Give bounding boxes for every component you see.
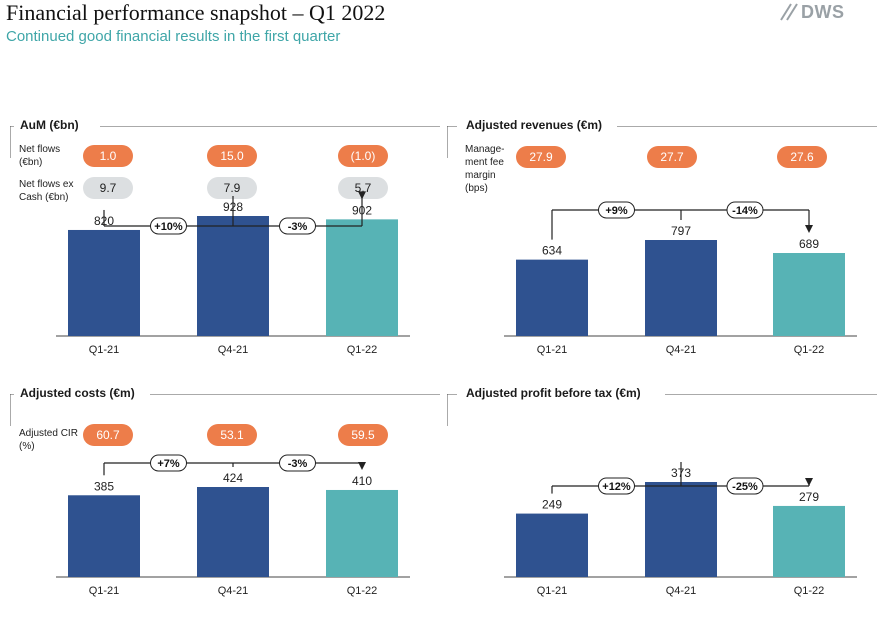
bar-value-label: 634 xyxy=(542,244,562,258)
revenues-panel: Adjusted revenues (€m) Manage-ment fee m… xyxy=(447,118,877,356)
net-flows-pill: (1.0) xyxy=(338,145,388,167)
change-label: +12% xyxy=(602,481,631,493)
net-flows-pill: 1.0 xyxy=(83,145,133,167)
bar xyxy=(326,489,398,577)
cir-pill: 60.7 xyxy=(83,424,133,446)
panel-title: Adjusted profit before tax (€m) xyxy=(460,386,647,400)
change-label: -25% xyxy=(732,481,758,493)
bar xyxy=(197,487,269,577)
net-flows-label: Net flows (€bn) xyxy=(19,144,61,168)
dws-logo: DWS xyxy=(777,2,867,24)
bar-value-label: 385 xyxy=(94,479,114,493)
bar xyxy=(773,253,845,336)
bar xyxy=(773,505,845,577)
change-badge xyxy=(279,217,316,235)
x-tick-label: Q1-22 xyxy=(347,585,378,597)
panel-title: AuM (€bn) xyxy=(14,118,85,132)
bar xyxy=(645,240,717,336)
bar xyxy=(197,216,269,336)
bar-value-label: 410 xyxy=(352,474,372,488)
page-title: Financial performance snapshot – Q1 2022 xyxy=(6,0,386,25)
x-tick-label: Q4-21 xyxy=(218,585,249,597)
logo-text: DWS xyxy=(801,2,845,22)
panel-title: Adjusted costs (€m) xyxy=(14,386,141,400)
margin-pill: 27.9 xyxy=(516,146,566,168)
margin-label: Manage-ment fee margin (bps) xyxy=(465,144,505,194)
x-tick-label: Q4-21 xyxy=(666,585,697,597)
change-badge xyxy=(726,201,764,219)
bar xyxy=(326,219,398,336)
logo-slash-icon xyxy=(780,3,798,21)
cir-pill: 59.5 xyxy=(338,424,388,446)
bar xyxy=(516,259,588,336)
change-badge xyxy=(150,454,187,472)
x-tick-label: Q4-21 xyxy=(218,344,249,356)
change-label: -3% xyxy=(288,458,308,470)
arrow-icon xyxy=(805,477,813,486)
aum-panel: AuM (€bn) Net flows (€bn) Net flows ex C… xyxy=(10,118,440,356)
arrow-icon xyxy=(805,225,813,234)
margin-pill: 27.7 xyxy=(647,146,697,168)
bar xyxy=(645,482,717,577)
page-subtitle: Continued good financial results in the … xyxy=(6,28,341,45)
x-tick-label: Q1-21 xyxy=(89,585,120,597)
net-flows-ex-cash-label: Net flows ex Cash (€bn) xyxy=(19,179,74,203)
change-badge xyxy=(150,217,187,235)
arrow-icon xyxy=(358,461,366,470)
bar xyxy=(68,495,140,577)
x-tick-label: Q1-22 xyxy=(347,344,378,356)
change-label: -14% xyxy=(732,205,758,217)
revenues-chart: 634 Q1-21 797 Q4-21 689 Q1-22 +9% -14% xyxy=(504,201,857,356)
x-tick-label: Q1-21 xyxy=(89,344,120,356)
bar xyxy=(68,229,140,336)
change-label: +10% xyxy=(154,221,183,233)
bar xyxy=(516,513,588,577)
net-flows-ex-cash-pill: 9.7 xyxy=(83,177,133,199)
change-label: -3% xyxy=(288,221,308,233)
costs-panel: Adjusted costs (€m) Adjusted CIR (%) 60.… xyxy=(10,386,440,619)
change-badge xyxy=(598,477,635,495)
bar-value-label: 424 xyxy=(223,471,243,485)
change-badge xyxy=(726,477,764,495)
cir-label: Adjusted CIR (%) xyxy=(19,428,78,452)
bar-value-label: 797 xyxy=(671,224,691,238)
pbt-panel: Adjusted profit before tax (€m) 249 Q1-21… xyxy=(447,386,877,619)
costs-chart: 385 Q1-21 424 Q4-21 410 Q1-22 +7% -3% xyxy=(56,454,410,597)
change-badge xyxy=(598,201,635,219)
change-label: +9% xyxy=(605,205,628,217)
x-tick-label: Q4-21 xyxy=(666,344,697,356)
panel-title: Adjusted revenues (€m) xyxy=(460,118,609,132)
bar-value-label: 279 xyxy=(799,490,819,504)
x-tick-label: Q1-22 xyxy=(794,585,825,597)
bar-value-label: 689 xyxy=(799,237,819,251)
net-flows-pill: 15.0 xyxy=(207,145,257,167)
x-tick-label: Q1-22 xyxy=(794,344,825,356)
arrow-icon xyxy=(358,191,366,200)
net-flows-ex-cash-pill: 7.9 xyxy=(207,177,257,199)
change-label: +7% xyxy=(157,458,180,470)
x-tick-label: Q1-21 xyxy=(537,585,568,597)
change-badge xyxy=(279,454,316,472)
x-tick-label: Q1-21 xyxy=(537,344,568,356)
cir-pill: 53.1 xyxy=(207,424,257,446)
bar-value-label: 249 xyxy=(542,498,562,512)
margin-pill: 27.6 xyxy=(777,146,827,168)
